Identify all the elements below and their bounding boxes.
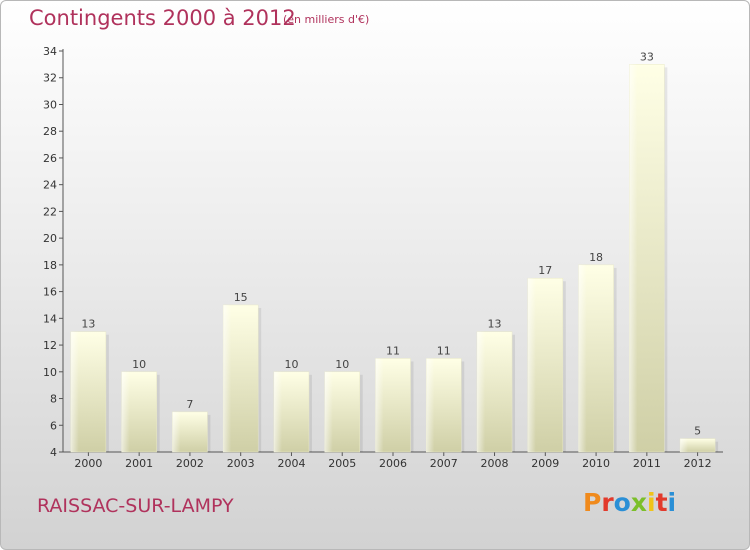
y-tick-label: 26 — [43, 152, 57, 165]
labels-group: 13 10 7 15 10 10 11 11 13 17 18 33 5 — [81, 50, 701, 437]
logo-letter: i — [667, 488, 677, 517]
y-tick-label: 10 — [43, 366, 57, 379]
x-tick-label-2009: 2009 — [531, 457, 559, 470]
value-label-2000: 13 — [81, 318, 95, 331]
logo-letter: i — [647, 488, 656, 517]
bar-highlight — [680, 438, 689, 452]
logo-letter: o — [613, 488, 631, 517]
logo-letter: t — [655, 488, 668, 517]
value-label-2003: 15 — [234, 291, 248, 304]
value-label-2010: 18 — [589, 251, 603, 264]
bar-highlight — [375, 358, 384, 452]
x-tick-label-2008: 2008 — [481, 457, 509, 470]
x-tick-label-2001: 2001 — [125, 457, 153, 470]
value-label-2009: 17 — [538, 264, 552, 277]
axes-group: 4 6 8 10 12 14 16 18 20 22 24 26 28 30 32 34 2000 2001 200… — [43, 45, 723, 470]
value-label-2012: 5 — [694, 425, 701, 438]
bar-highlight — [578, 264, 587, 452]
y-tick-label: 32 — [43, 72, 57, 85]
x-tick-label-2011: 2011 — [633, 457, 661, 470]
logo-letter: x — [630, 488, 647, 517]
bar-highlight — [426, 358, 435, 452]
x-tick-label-2010: 2010 — [582, 457, 610, 470]
y-tick-label: 14 — [43, 312, 57, 325]
bar-highlight — [70, 331, 79, 452]
commune-name: RAISSAC-SUR-LAMPY — [37, 495, 234, 517]
x-tick-label-2005: 2005 — [328, 457, 356, 470]
value-label-2011: 33 — [640, 50, 654, 63]
value-label-2007: 11 — [437, 344, 451, 357]
x-tick-label-2007: 2007 — [430, 457, 458, 470]
bar-highlight — [477, 331, 486, 452]
value-label-2005: 10 — [335, 358, 349, 371]
y-tick-label: 16 — [43, 286, 57, 299]
y-tick-label: 8 — [50, 393, 57, 406]
y-tick-label: 18 — [43, 259, 57, 272]
bar-highlight — [223, 304, 232, 452]
y-tick-label: 34 — [43, 45, 57, 58]
y-tick-label: 22 — [43, 205, 57, 218]
value-label-2004: 10 — [284, 358, 298, 371]
value-label-2001: 10 — [132, 358, 146, 371]
y-tick-label: 12 — [43, 339, 57, 352]
bar-highlight — [273, 371, 282, 452]
chart-subtitle: (en milliers d'€) — [283, 13, 370, 26]
y-tick-label: 6 — [50, 419, 57, 432]
value-label-2006: 11 — [386, 344, 400, 357]
y-tick-label: 28 — [43, 125, 57, 138]
value-label-2002: 7 — [186, 398, 193, 411]
y-tick-label: 24 — [43, 179, 57, 192]
value-label-2008: 13 — [488, 318, 502, 331]
logo-letter: r — [601, 488, 614, 517]
bars-group — [70, 64, 719, 453]
proxiti-logo: Proxiti — [583, 488, 676, 517]
bar-highlight — [629, 64, 638, 452]
x-tick-label-2000: 2000 — [74, 457, 102, 470]
y-tick-label: 20 — [43, 232, 57, 245]
bar-highlight — [121, 371, 130, 452]
bar-highlight — [527, 278, 536, 452]
chart-title: Contingents 2000 à 2012 — [29, 6, 296, 30]
x-tick-label-2002: 2002 — [176, 457, 204, 470]
logo-letter: P — [583, 488, 602, 517]
y-tick-label: 30 — [43, 98, 57, 111]
bar-highlight — [172, 411, 181, 452]
y-tick-label: 4 — [50, 446, 57, 459]
x-tick-label-2003: 2003 — [227, 457, 255, 470]
x-tick-label-2004: 2004 — [277, 457, 305, 470]
x-tick-label-2006: 2006 — [379, 457, 407, 470]
x-tick-label-2012: 2012 — [684, 457, 712, 470]
bar-highlight — [324, 371, 333, 452]
